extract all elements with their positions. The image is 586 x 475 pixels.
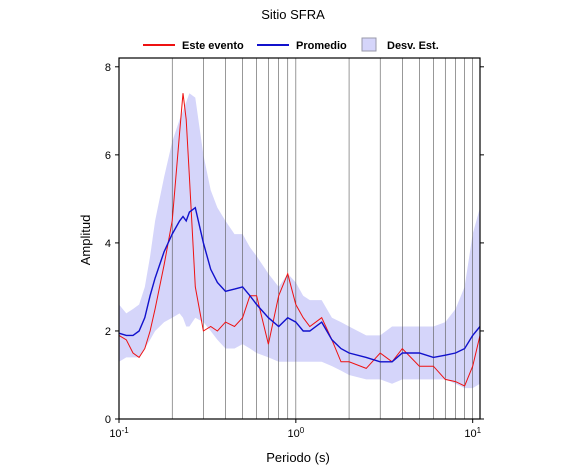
y-tick-label: 4 — [105, 238, 111, 250]
legend-label: Este evento — [182, 40, 244, 52]
y-tick-label: 6 — [105, 150, 111, 162]
legend-label: Promedio — [296, 40, 347, 52]
x-tick-label: 100 — [287, 426, 304, 440]
x-tick-base: 10 — [464, 428, 476, 440]
x-tick-exponent: -1 — [122, 426, 130, 435]
series-line — [118, 93, 481, 387]
series-line — [118, 206, 481, 363]
x-tick-label: 10-1 — [109, 426, 129, 440]
x-tick-label: 101 — [464, 426, 481, 440]
x-tick-base: 10 — [287, 428, 299, 440]
plot-frame — [118, 57, 481, 420]
x-tick-exponent: 0 — [300, 426, 305, 435]
x-tick-base: 10 — [109, 428, 121, 440]
y-tick-label: 2 — [105, 326, 111, 338]
y-tick-label: 8 — [105, 62, 111, 74]
chart-title: Sitio SFRA — [261, 7, 325, 22]
y-tick-label: 0 — [105, 414, 111, 426]
x-tick-exponent: 1 — [477, 426, 482, 435]
legend-swatch — [361, 37, 377, 52]
y-axis-label: Amplitud — [78, 215, 93, 266]
legend-label: Desv. Est. — [387, 40, 439, 52]
x-axis-label: Periodo (s) — [266, 450, 330, 465]
std-band — [119, 93, 480, 389]
